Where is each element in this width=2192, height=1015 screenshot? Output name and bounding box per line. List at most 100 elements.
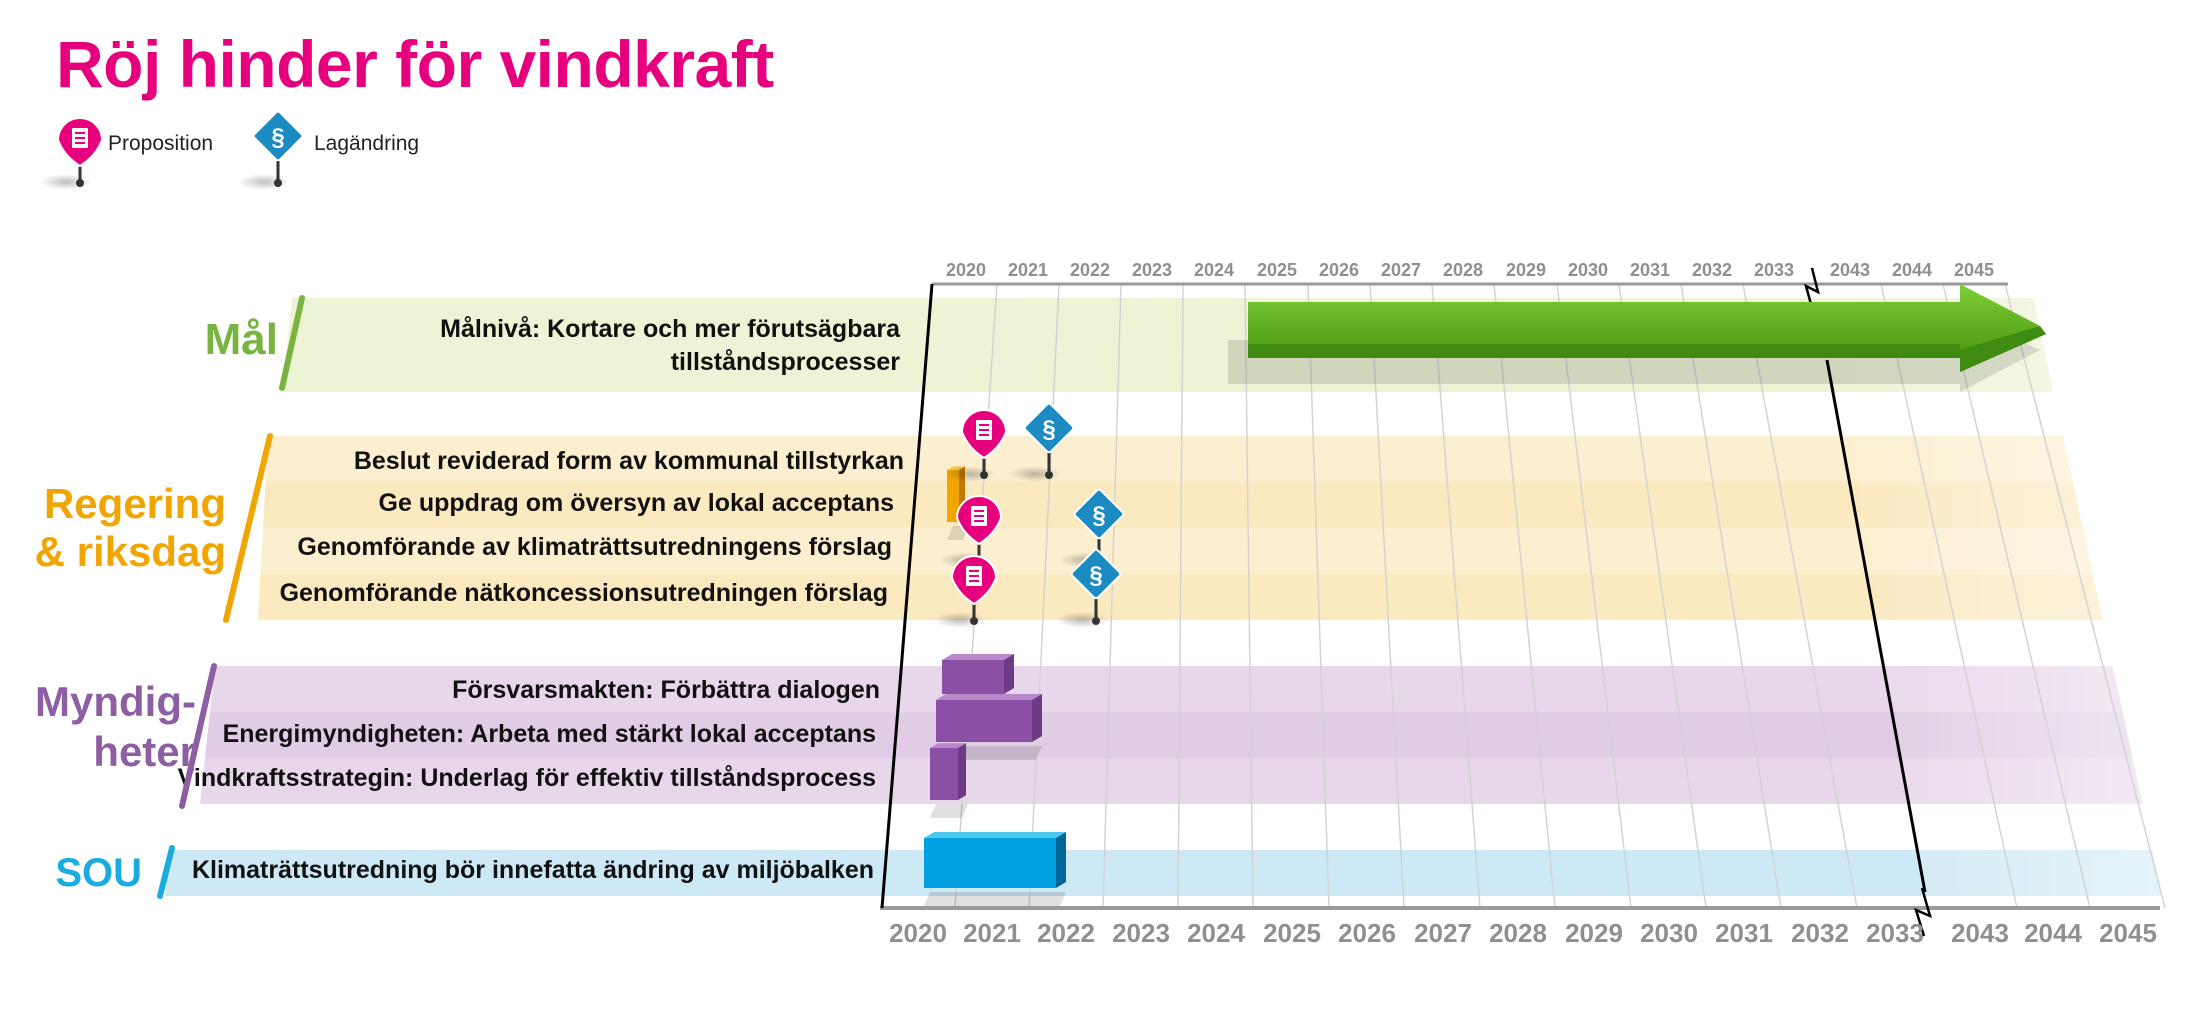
- pin-proposition-natkoncession: [934, 555, 998, 628]
- goal-arrow-top: [1248, 284, 2040, 350]
- bottom-year-label-2033: 2033: [1866, 918, 1924, 948]
- bar-vindkraftsstrategin: [930, 743, 968, 818]
- pin-lagandring-natkoncession-stem-base: [1092, 617, 1100, 625]
- grid-line-2031: [1680, 283, 1782, 909]
- top-year-label-2030: 2030: [1568, 260, 1608, 280]
- row-label-myndigheter-0: Försvarsmakten: Förbättra dialogen: [452, 676, 880, 704]
- pin-lagandring-kommunal-tillstyrkan-head: [1023, 402, 1075, 454]
- goal-arrow-front: [1248, 326, 2046, 372]
- bar-energimyndigheten-side: [1032, 694, 1042, 742]
- bar-energimyndigheten-front: [936, 700, 1032, 742]
- pin-lagandring-natkoncession-shadow: [1056, 612, 1108, 628]
- bar-klimatrattsutredning-side: [1056, 832, 1066, 888]
- legend-lagandring-label: Lagändring: [314, 132, 420, 155]
- bottom-year-label-2022: 2022: [1037, 918, 1095, 948]
- top-year-label-2044: 2044: [1892, 260, 1932, 280]
- top-year-label-2029: 2029: [1506, 260, 1546, 280]
- category-label-myndigheter-1: heter: [93, 728, 196, 775]
- fade-overlay: [1827, 284, 2192, 908]
- pin-lagandring-kommunal-tillstyrkan-symbol: §: [1042, 416, 1055, 443]
- band-shade-myndigheter-1: [205, 712, 2133, 758]
- axis-break-line: [1825, 359, 1927, 893]
- legend-icons: §: [40, 110, 304, 190]
- pin-lagandring-klimatratt-symbol: §: [1092, 502, 1105, 529]
- grid-line-2024: [1244, 283, 1254, 909]
- milestone-pins: § § §: [934, 402, 1125, 628]
- row-label-mal-line1: Målnivå: Kortare och mer förutsägbara: [440, 315, 901, 343]
- top-year-label-2043: 2043: [1830, 260, 1870, 280]
- top-year-label-2026: 2026: [1319, 260, 1359, 280]
- grid-line-2027: [1431, 283, 1481, 909]
- row-label-regering-1: Ge uppdrag om översyn av lokal acceptans: [379, 489, 894, 517]
- grid-line-2026: [1369, 283, 1405, 909]
- category-label-mal-0: Mål: [205, 315, 278, 364]
- pin-lagandring-natkoncession-head: [1070, 548, 1122, 600]
- bar-klimatrattsutredning: [924, 832, 1066, 906]
- band-myndigheter-row-0: [210, 666, 2123, 712]
- grid-line-2029: [1556, 283, 1632, 909]
- category-accent-sou: [157, 845, 175, 899]
- category-accent-mal: [279, 295, 305, 391]
- row-labels: Målnivå: Kortare och mer förutsägbara til…: [178, 315, 904, 884]
- page-title: Röj hinder för vindkraft: [56, 27, 774, 101]
- row-label-myndigheter-2: Vindkraftsstrategin: Underlag för effekt…: [178, 764, 876, 792]
- pin-proposition-natkoncession-shadow: [934, 612, 986, 628]
- bar-forsvarsmakten-top: [942, 654, 1014, 660]
- category-label-sou-0: SOU: [55, 851, 142, 895]
- bar-forsvarsmakten-side: [1004, 654, 1014, 694]
- top-year-label-2031: 2031: [1630, 260, 1670, 280]
- lagandring-pin-icon-head: [252, 110, 304, 162]
- pin-proposition-natkoncession-stem-base: [970, 617, 978, 625]
- band-myndigheter-row-1: [205, 712, 2133, 758]
- bottom-break-zigzag: [1914, 887, 1932, 937]
- pin-lagandring-kommunal-tillstyrkan-shadow: [1009, 466, 1061, 482]
- legend-lagandring: Lagändring: [314, 132, 419, 156]
- goal-arrow: [1228, 284, 2046, 392]
- bar-forsvarsmakten-front: [942, 660, 1004, 694]
- category-accent-regering: [223, 433, 273, 623]
- bottom-year-label-2029: 2029: [1565, 918, 1623, 948]
- category-label-myndigheter-0: Myndig-: [35, 678, 196, 725]
- bottom-year-label-2028: 2028: [1489, 918, 1547, 948]
- row-label-myndigheter-1: Energimyndigheten: Arbeta med stärkt lok…: [223, 720, 876, 748]
- bar-klimatrattsutredning-shadow: [924, 892, 1066, 906]
- grid-line-2022: [1102, 283, 1122, 909]
- category-labels: Mål Regering& riksdag Myndig-heter SOU: [35, 295, 305, 899]
- bottom-year-label-2030: 2030: [1640, 918, 1698, 948]
- grid-line-2030: [1618, 283, 1707, 909]
- row-label-regering-3: Genomförande nätkoncessionsutredningen f…: [280, 579, 888, 607]
- year-grid: 2020 2020 2021 2021 2022 2022 2023 2023 2024 2024…: [880, 260, 2166, 948]
- bar-vindkraftsstrategin-shadow: [930, 804, 968, 818]
- grid-line-2044: [1942, 283, 2091, 909]
- top-year-label-2021: 2021: [1008, 260, 1048, 280]
- bar-lokal-acceptans-front: [947, 470, 959, 522]
- proposition-pin-icon: [40, 117, 104, 190]
- bar-energimyndigheten: [936, 694, 1042, 760]
- proposition-pin-icon-shadow: [40, 174, 92, 190]
- grid-line-2028: [1493, 283, 1556, 909]
- category-bands: [165, 284, 2192, 908]
- top-year-label-2028: 2028: [1443, 260, 1483, 280]
- pin-lagandring-kommunal-tillstyrkan: §: [1009, 402, 1075, 482]
- bar-klimatrattsutredning-top: [924, 832, 1066, 838]
- lagandring-pin-icon: §: [238, 110, 304, 190]
- band-sou-row-0: [165, 850, 2163, 896]
- top-break-zigzag: [1804, 267, 1820, 309]
- band-regering-row-2: [260, 528, 2093, 574]
- bottom-year-label-2025: 2025: [1263, 918, 1321, 948]
- bottom-year-label-2020: 2020: [889, 918, 947, 948]
- proposition-pin-icon-stem-base: [76, 179, 84, 187]
- pin-proposition-kommunal-tillstyrkan-stem-base: [980, 471, 988, 479]
- bar-vindkraftsstrategin-front: [930, 748, 958, 800]
- category-label-regering-1: & riksdag: [35, 528, 226, 575]
- top-year-label-2045: 2045: [1954, 260, 1994, 280]
- bottom-year-label-2026: 2026: [1338, 918, 1396, 948]
- bottom-year-label-2021: 2021: [963, 918, 1021, 948]
- legend-proposition-label: Proposition: [108, 132, 214, 155]
- bottom-year-label-2045: 2045: [2099, 918, 2157, 948]
- bar-energimyndigheten-top: [936, 694, 1042, 700]
- bar-klimatrattsutredning-front: [924, 838, 1056, 888]
- top-year-label-2027: 2027: [1381, 260, 1421, 280]
- row-label-sou-0: Klimaträttsutredning bör innefatta ändri…: [192, 856, 874, 884]
- pin-lagandring-klimatratt-head: [1073, 488, 1125, 540]
